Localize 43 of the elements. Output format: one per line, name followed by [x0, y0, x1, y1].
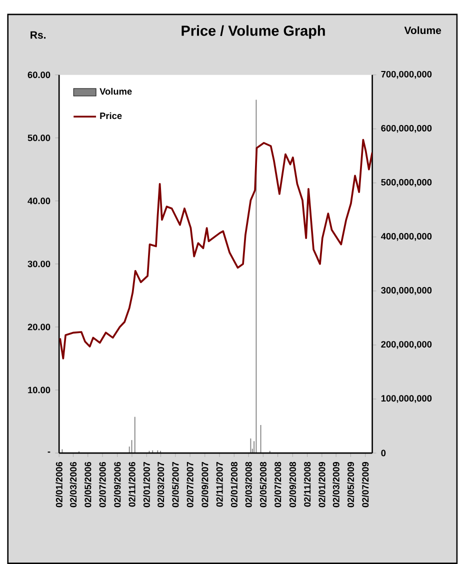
x-tick-label: 02/05/2006 [84, 462, 92, 508]
legend-label: Volume [100, 88, 132, 95]
y-tick-label: 50.00 [28, 134, 50, 142]
y-tick-label: 10.00 [28, 386, 50, 394]
y-axis-title: Rs. [30, 31, 46, 39]
y2-tick-label: 0 [381, 450, 386, 456]
y2-tick-label: 500,000,000 [381, 179, 432, 187]
x-tick-label: 02/11/2007 [216, 462, 224, 507]
y2-tick-label: 400,000,000 [381, 233, 432, 241]
y2-tick-label: 200,000,000 [381, 341, 432, 349]
y2-tick-label: 300,000,000 [381, 287, 432, 295]
chart-title: Price / Volume Graph [182, 25, 326, 39]
y-tick-label: 40.00 [28, 198, 50, 204]
x-tick-label: 02/05/2007 [172, 462, 180, 508]
x-tick-label: 02/09/2008 [289, 462, 296, 508]
line-series [59, 138, 372, 360]
x-tick-label: 02/03/2007 [158, 462, 164, 508]
x-tick-label: 02/07/2009 [362, 462, 369, 508]
x-tick-label: 02/07/2007 [186, 462, 194, 508]
x-tick-label: 02/11/2008 [304, 462, 311, 507]
x-tick-label: 02/01/2006 [56, 462, 63, 508]
x-tick-label: 02/05/2008 [260, 462, 267, 508]
x-tick-label: 02/01/2007 [143, 462, 150, 508]
x-tick-label: 02/01/2008 [230, 462, 238, 508]
x-tick-label: 02/09/2006 [114, 462, 121, 508]
x-tick-label: 02/07/2006 [99, 462, 106, 508]
x-tick-label: 02/03/2006 [70, 462, 77, 508]
y2-tick-label: 700,000,000 [381, 70, 432, 79]
x-tick-label: 02/01/2009 [318, 462, 326, 508]
x-tick-label: 02/09/2007 [202, 462, 208, 508]
x-tick-label: 02/11/2006 [128, 462, 136, 507]
x-tick-label: 02/03/2008 [245, 462, 252, 508]
y2-axis-title: Volume [404, 26, 442, 34]
x-tick-label: 02/07/2008 [274, 462, 282, 508]
y-tick-label: - [48, 452, 50, 453]
y-tick-label: 60.00 [28, 72, 50, 78]
x-tick-label: 02/03/2009 [332, 462, 340, 508]
y2-tick-label: 600,000,000 [381, 124, 432, 133]
legend-label: Price [100, 112, 122, 120]
x-tick-label: 02/05/2009 [347, 462, 354, 508]
y-tick-label: 20.00 [28, 324, 50, 330]
y2-tick-label: 100,000,000 [382, 395, 432, 403]
y-tick-label: 30.00 [28, 260, 50, 268]
